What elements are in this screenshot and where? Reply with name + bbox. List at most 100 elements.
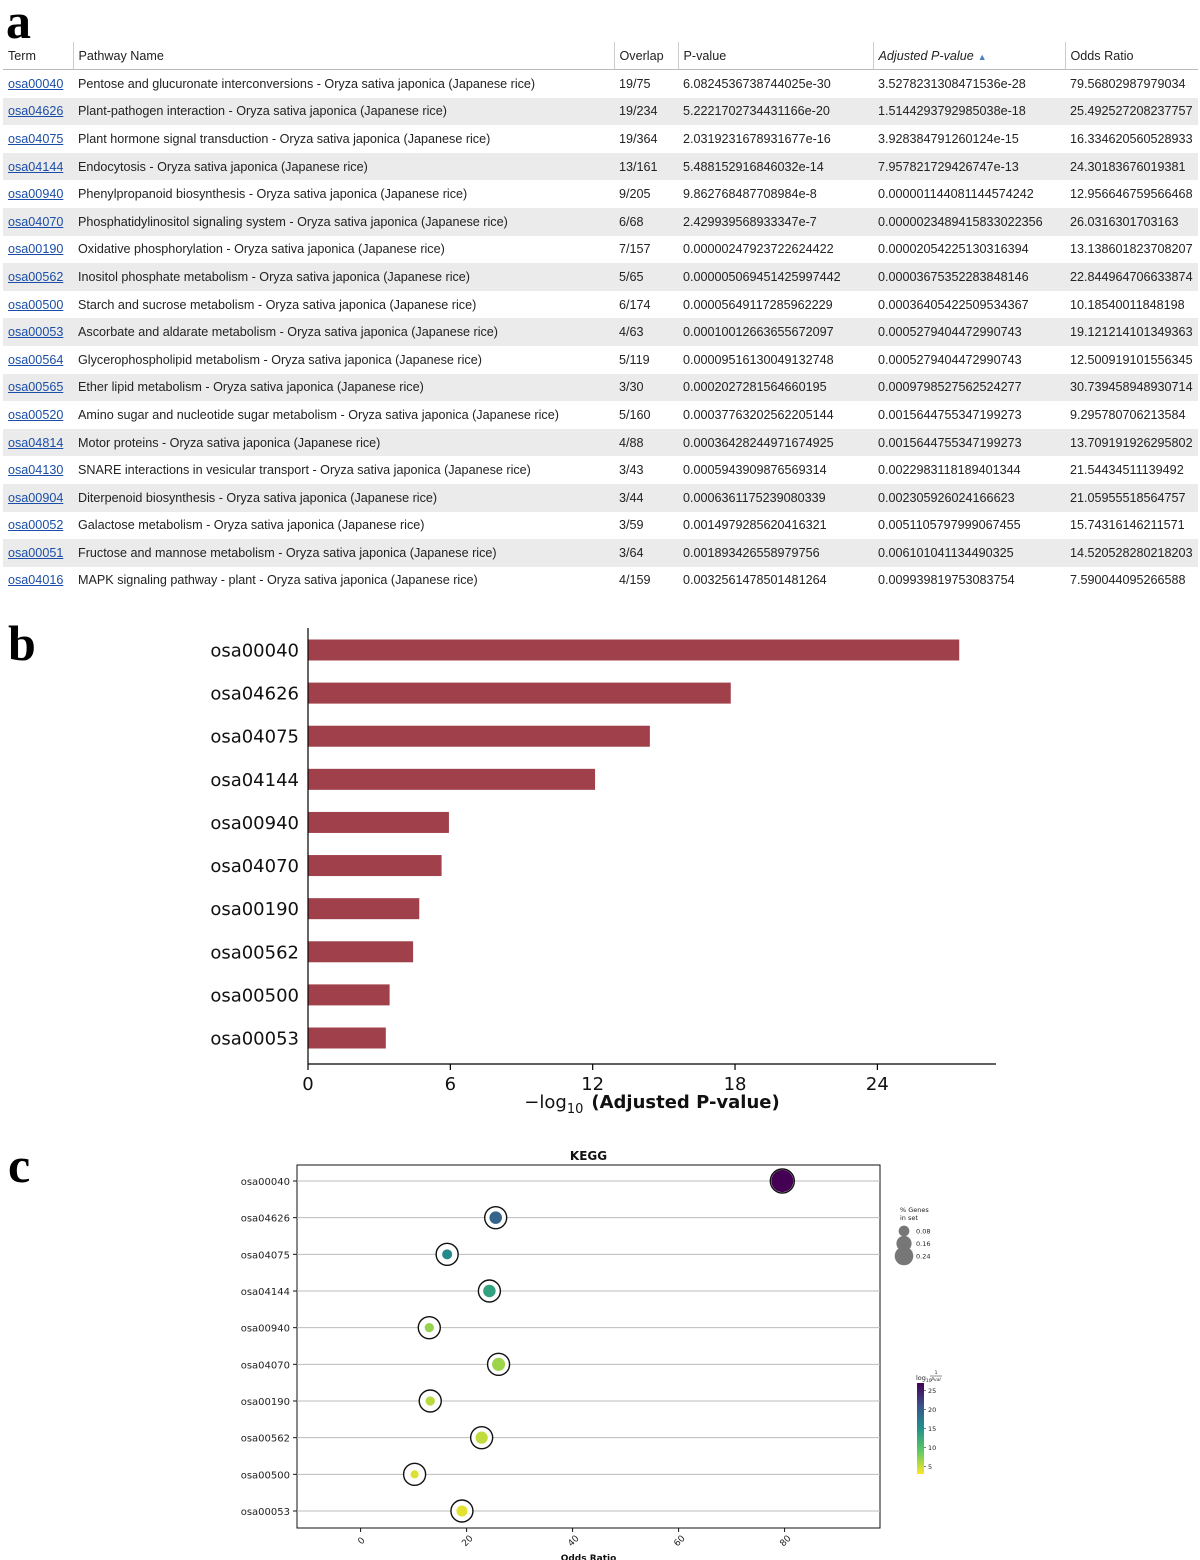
term-link[interactable]: osa00500 [8, 297, 64, 312]
cell-term: osa04130 [3, 456, 73, 484]
cell-p-value: 5.488152916846032e-14 [678, 152, 873, 181]
cell-overlap: 6/68 [614, 207, 678, 236]
table-row: osa00053 Ascorbate and aldarate metabolis… [3, 318, 1198, 346]
cell-pathway-name: Phenylpropanoid biosynthesis - Oryza sat… [78, 187, 468, 202]
x-tick-label: 60 [672, 1534, 687, 1549]
cell-p-value: 2.0319231678931677e-16 [683, 131, 831, 146]
cell-odds-ratio: 13.709191926295802 [1065, 428, 1198, 457]
cell-adjusted-p-value: 0.0051105797999067455 [878, 518, 1021, 533]
column-header-adjusted-p-value[interactable]: Adjusted P-value ▲ [873, 42, 1066, 70]
term-link[interactable]: osa04016 [8, 573, 64, 588]
column-header-term[interactable]: Term [3, 42, 74, 70]
cell-p-value: 2.429939568933347e-7 [678, 207, 873, 236]
bar-osa00053 [308, 1027, 386, 1049]
cell-term: osa04626 [3, 97, 73, 126]
cell-p-value: 0.0006361175239080339 [678, 483, 873, 512]
colorbar-tick-label: 15 [928, 1425, 936, 1433]
cell-overlap: 19/234 [614, 97, 678, 126]
term-link[interactable]: osa04626 [8, 104, 64, 119]
cell-adjusted-p-value: 0.000036753522838481​46 [873, 263, 1065, 291]
term-link[interactable]: osa00940 [8, 187, 64, 202]
size-legend-swatch [898, 1225, 910, 1237]
cell-p-value: 0.00010012663655672097 [678, 318, 873, 346]
colorbar-tick-label: 5 [928, 1463, 932, 1471]
cell-adjusted-p-value: 0.0015644755347199273 [873, 428, 1065, 457]
colorbar [917, 1383, 924, 1474]
x-tick-label: 20 [460, 1534, 475, 1549]
point-osa00940 [424, 1323, 434, 1333]
term-link[interactable]: osa04130 [8, 463, 64, 478]
point-osa04075 [442, 1249, 453, 1260]
cell-p-value: 0.00036428244971674925 [678, 428, 873, 457]
colorbar-tick-label: 25 [928, 1387, 936, 1395]
term-link[interactable]: osa00052 [8, 518, 64, 533]
cell-adjusted-p-value: 3.928384791260124e-15 [878, 131, 1019, 146]
cell-odds-ratio: 21.05955518564757 [1065, 483, 1198, 512]
cell-p-value: 0.000005069451425997442 [678, 263, 873, 291]
table-row: osa00052 Galactose metabolism - Oryza sat… [3, 512, 1198, 540]
term-link[interactable]: osa00564 [8, 352, 64, 367]
term-link[interactable]: osa04144 [8, 159, 64, 174]
cell-odds-ratio: 25.492527208237757 [1065, 97, 1198, 126]
x-tick-label: 0 [302, 1074, 313, 1095]
table-row: osa04130 SNARE interactions in vesicular … [3, 456, 1198, 484]
panel-b-label: b [8, 615, 36, 671]
table-row: osa00904 Diterpenoid biosynthesis - Oryza… [3, 483, 1198, 512]
size-legend-label: 0.16 [916, 1240, 930, 1248]
bar-osa00190 [308, 898, 420, 920]
y-tick-label: osa00500 [241, 1470, 290, 1481]
x-tick-label: 40 [566, 1534, 581, 1549]
point-osa00040 [771, 1169, 794, 1193]
x-tick-label: 80 [778, 1534, 793, 1549]
column-header-overlap[interactable]: Overlap [614, 42, 679, 70]
point-osa04626 [489, 1211, 502, 1224]
column-header-pathway-name[interactable]: Pathway Name [73, 42, 615, 70]
term-link[interactable]: osa00565 [8, 380, 64, 395]
cell-overlap: 3/30 [614, 373, 678, 402]
term-link[interactable]: osa00520 [8, 407, 64, 422]
chart-title: KEGG [570, 1149, 607, 1163]
cell-odds-ratio: 21.54434511139492 [1070, 463, 1184, 478]
term-link[interactable]: osa00904 [8, 490, 64, 505]
term-link[interactable]: osa00040 [8, 76, 64, 91]
cell-term: osa04075 [3, 125, 73, 153]
term-link[interactable]: osa04070 [8, 214, 64, 229]
cell-overlap: 5/160 [619, 407, 651, 422]
term-link[interactable]: osa00190 [8, 242, 64, 257]
cell-p-value: 0.0005943909876569314 [683, 463, 827, 478]
cell-term: osa00190 [3, 236, 73, 264]
x-axis-label-subscript: 10 [567, 1102, 584, 1117]
term-link[interactable]: osa04075 [8, 131, 64, 146]
x-axis-label-main: (Adjusted P-value) [591, 1092, 779, 1113]
table-row: osa00562 Inositol phosphate metabolism - … [3, 263, 1198, 291]
y-tick-label: osa04075 [210, 727, 299, 748]
term-link[interactable]: osa04814 [8, 435, 64, 450]
y-tick-label: osa00562 [241, 1434, 290, 1445]
y-tick-label: osa04070 [210, 856, 299, 877]
cell-p-value: 0.001893426558979756 [678, 539, 873, 567]
cell-term: osa00940 [3, 180, 73, 208]
column-header-p-value[interactable]: P-value [678, 42, 874, 70]
cell-pathway-name: Galactose metabolism - Oryza sativa japo… [78, 518, 425, 533]
cell-term: osa04814 [3, 428, 73, 457]
cell-odds-ratio: 30.739458948930714 [1065, 373, 1198, 402]
term-link[interactable]: osa00053 [8, 325, 64, 340]
cell-pathway-name: Phosphatidylinositol signaling system - … [73, 207, 614, 236]
size-legend-swatch [896, 1235, 912, 1252]
cell-p-value: 6.0824536738744025e-30 [683, 76, 831, 91]
term-link[interactable]: osa00051 [8, 545, 64, 560]
cell-overlap: 3/64 [614, 539, 678, 567]
y-tick-label: osa04626 [241, 1214, 290, 1225]
sort-ascending-icon[interactable]: ▲ [977, 51, 987, 62]
cell-adjusted-p-value: 0.002305926024166623 [873, 483, 1065, 512]
term-link[interactable]: osa00562 [8, 269, 64, 284]
cell-term: osa00904 [3, 483, 73, 512]
column-header-adjusted-p-value-label: Adjusted P-value [878, 48, 974, 63]
bar-osa04626 [308, 682, 731, 704]
y-tick-label: osa04144 [241, 1287, 290, 1298]
column-header-odds-ratio[interactable]: Odds Ratio [1065, 42, 1198, 70]
cell-pathway-name: Inositol phosphate metabolism - Oryza sa… [73, 263, 614, 291]
cell-pathway-name: Ether lipid metabolism - Oryza sativa ja… [73, 373, 614, 402]
cell-odds-ratio: 9.295780706213584 [1070, 407, 1186, 422]
cell-p-value: 0.0002027281564660195 [678, 373, 873, 402]
